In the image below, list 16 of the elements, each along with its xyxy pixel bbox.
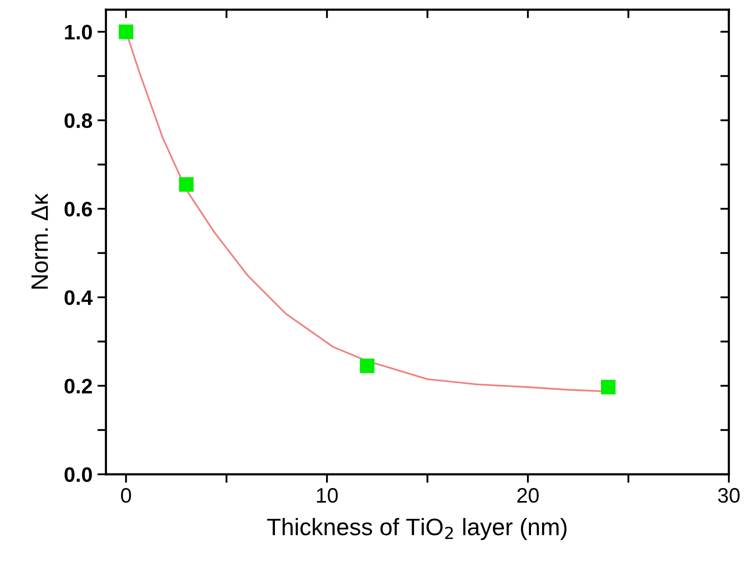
y-tick-label: 1.0 (65, 24, 92, 40)
x-tick-label: 10 (316, 488, 338, 503)
x-tick-label: 30 (718, 488, 740, 503)
y-axis-title: Norm. Δκ (32, 193, 48, 289)
point (360, 358, 374, 374)
y-tick-label: 0.2 (64, 378, 92, 394)
y-tick-label: 0.4 (64, 290, 93, 306)
x-axis-title: Thickness of TiO$_{2}$ layer (nm) (267, 518, 566, 540)
point (118, 24, 134, 40)
y-tick-label: 0.8 (64, 113, 92, 128)
point (179, 177, 194, 192)
y-tick-label: 0.6 (64, 202, 92, 217)
x-tick-label: 20 (517, 488, 539, 503)
y-tick-label: 0.0 (64, 467, 92, 482)
x-tick-label: 0 (121, 488, 132, 503)
point (600, 380, 616, 394)
